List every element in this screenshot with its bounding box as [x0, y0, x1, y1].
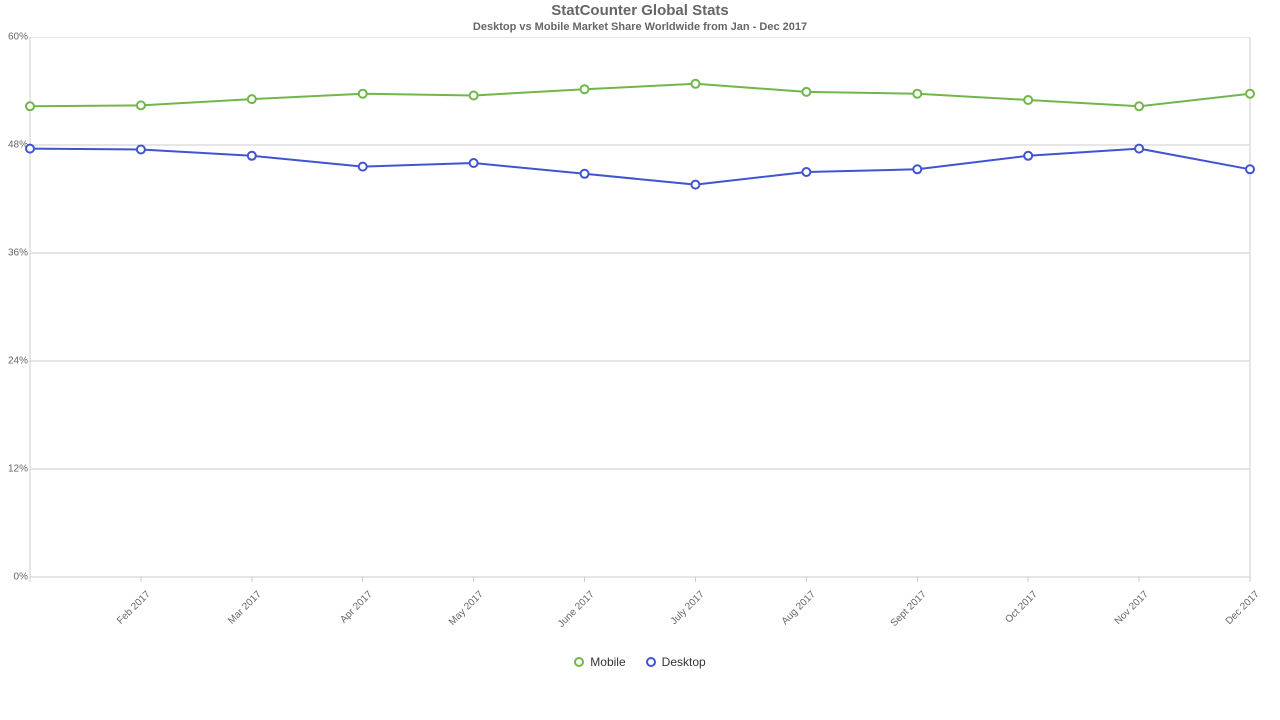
data-point — [1135, 102, 1143, 110]
data-point — [581, 85, 589, 93]
chart-legend: Mobile Desktop — [0, 597, 1280, 670]
data-point — [137, 146, 145, 154]
data-point — [802, 168, 810, 176]
data-point — [581, 170, 589, 178]
legend-label: Mobile — [590, 655, 625, 669]
chart-title: StatCounter Global Stats — [0, 0, 1280, 19]
data-point — [248, 95, 256, 103]
chart-area: 0%12%24%36%48%60% Feb 2017Mar 2017Apr 20… — [0, 37, 1280, 597]
data-point — [470, 159, 478, 167]
data-point — [26, 102, 34, 110]
data-point — [137, 101, 145, 109]
y-axis-tick-label: 60% — [0, 32, 28, 43]
y-axis-tick-label: 0% — [0, 572, 28, 583]
y-axis-tick-label: 36% — [0, 248, 28, 259]
data-point — [913, 90, 921, 98]
legend-marker-icon — [574, 657, 584, 667]
data-point — [1246, 90, 1254, 98]
data-point — [470, 92, 478, 100]
data-point — [359, 163, 367, 171]
chart-svg — [0, 37, 1280, 597]
data-point — [359, 90, 367, 98]
data-point — [691, 181, 699, 189]
data-point — [913, 165, 921, 173]
data-point — [1024, 96, 1032, 104]
y-axis-tick-label: 12% — [0, 464, 28, 475]
data-point — [1246, 165, 1254, 173]
legend-item-mobile: Mobile — [574, 655, 625, 669]
data-point — [1135, 145, 1143, 153]
data-point — [802, 88, 810, 96]
legend-marker-icon — [646, 657, 656, 667]
data-point — [691, 80, 699, 88]
y-axis-tick-label: 24% — [0, 356, 28, 367]
data-point — [248, 152, 256, 160]
legend-item-desktop: Desktop — [646, 655, 706, 669]
y-axis-tick-label: 48% — [0, 140, 28, 151]
chart-subtitle: Desktop vs Mobile Market Share Worldwide… — [0, 19, 1280, 37]
legend-label: Desktop — [662, 655, 706, 669]
data-point — [1024, 152, 1032, 160]
